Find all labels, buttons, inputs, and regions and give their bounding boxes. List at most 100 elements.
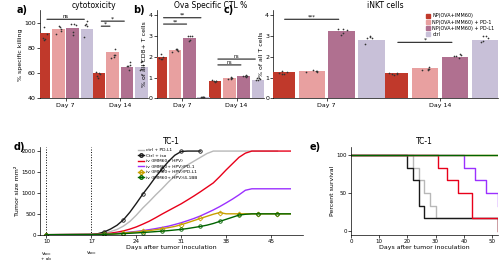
Text: d): d) [14, 142, 25, 152]
Point [72, 23, 80, 27]
Point [40, 25, 48, 29]
Point [240, 74, 248, 78]
Point [157, 52, 165, 56]
Point [208, 78, 216, 82]
Point [309, 68, 317, 73]
Point [424, 65, 432, 69]
Point [275, 71, 283, 75]
Point [242, 75, 250, 80]
Point [224, 77, 232, 81]
Point [82, 19, 90, 23]
Point [92, 70, 100, 74]
Point [124, 64, 132, 68]
Text: *: * [104, 21, 107, 26]
Point [186, 33, 194, 38]
Point [40, 38, 48, 43]
Point [480, 34, 488, 38]
Bar [252, 80, 264, 98]
Point [188, 34, 196, 38]
Bar [442, 57, 468, 98]
Point [482, 34, 490, 38]
Point [366, 34, 374, 38]
X-axis label: Days after tumor inoculation: Days after tumor inoculation [379, 245, 470, 251]
Text: c): c) [224, 5, 234, 15]
Point [388, 72, 396, 76]
Point [393, 71, 401, 75]
X-axis label: Days after tumor inoculation: Days after tumor inoculation [126, 245, 217, 251]
Text: ***: *** [308, 14, 316, 19]
Text: *: * [424, 37, 426, 42]
Point [110, 46, 118, 51]
Point [67, 22, 75, 26]
Text: *: * [111, 16, 114, 21]
Point [56, 25, 64, 29]
Title: TC-1: TC-1 [163, 137, 180, 146]
Point [426, 67, 434, 71]
Point [82, 22, 90, 26]
Bar [81, 29, 94, 149]
Bar [268, 72, 295, 98]
Bar [238, 76, 250, 98]
Point [42, 37, 50, 41]
Point [198, 95, 206, 99]
Point [418, 68, 426, 72]
Point [68, 33, 76, 37]
Point [70, 22, 78, 26]
Point [139, 62, 147, 67]
Point [212, 79, 220, 83]
Point [450, 54, 458, 58]
Bar [52, 29, 65, 149]
Point [385, 71, 393, 75]
Point [174, 49, 182, 53]
Point [228, 76, 235, 80]
Text: ns: ns [234, 54, 239, 59]
Point [280, 72, 288, 76]
Point [55, 24, 63, 28]
Point [364, 35, 372, 40]
Bar [358, 40, 384, 98]
Point [168, 50, 176, 54]
Point [197, 96, 205, 100]
Point [39, 36, 47, 40]
Point [368, 36, 376, 40]
Point [240, 74, 248, 78]
Y-axis label: % specific killing: % specific killing [18, 28, 23, 81]
Point [366, 35, 374, 39]
Point [283, 70, 291, 75]
Point [185, 39, 193, 43]
Point [52, 32, 60, 37]
Point [339, 27, 347, 31]
Bar [298, 71, 325, 98]
Point [70, 30, 78, 34]
Point [81, 23, 89, 27]
Point [125, 68, 133, 73]
Point [476, 40, 484, 44]
Bar [208, 81, 222, 98]
Point [111, 54, 119, 58]
Point [312, 69, 320, 73]
Point [199, 95, 207, 99]
Point [361, 41, 369, 46]
Point [393, 72, 401, 76]
Point [456, 53, 464, 57]
Point [174, 48, 182, 52]
Point [158, 57, 166, 61]
Point [173, 47, 181, 51]
Bar [223, 78, 235, 98]
Point [57, 27, 65, 31]
Point [337, 33, 345, 37]
Point [42, 32, 50, 36]
Point [57, 29, 65, 33]
Point [159, 55, 167, 59]
Point [138, 59, 146, 63]
Point [123, 64, 131, 68]
Text: b): b) [133, 5, 144, 15]
Point [242, 73, 250, 77]
Point [184, 33, 192, 38]
Point [200, 95, 207, 99]
Text: **: ** [172, 19, 178, 24]
Point [390, 73, 398, 77]
Point [452, 54, 460, 58]
Point [227, 75, 235, 79]
Bar [412, 68, 438, 98]
